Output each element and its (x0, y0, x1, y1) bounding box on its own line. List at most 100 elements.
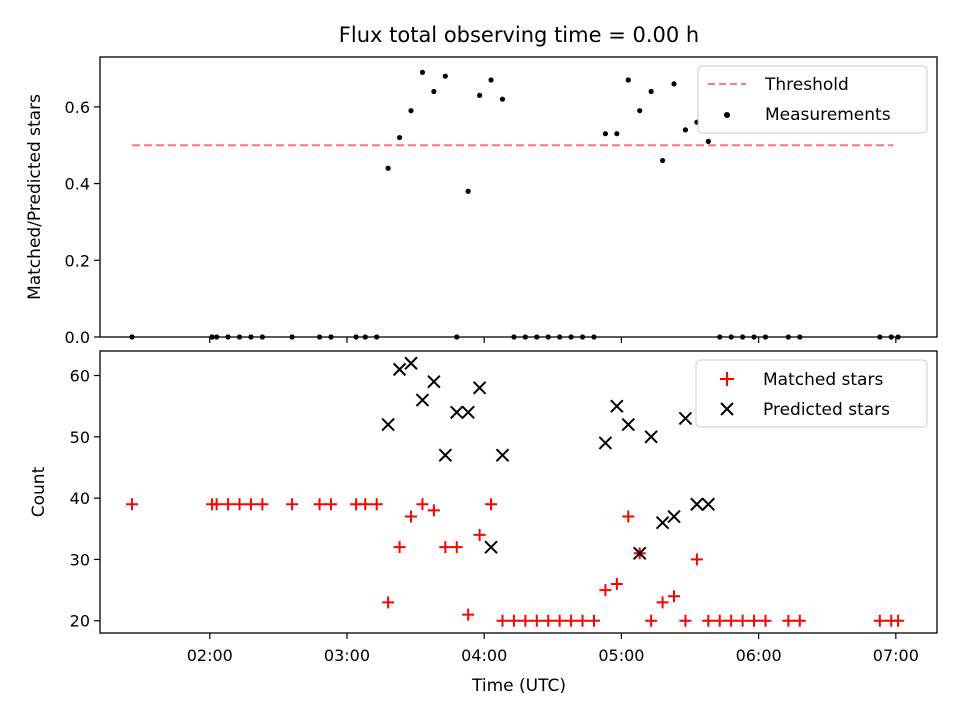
predicted-star-point (381, 417, 395, 432)
bottom-x-axis: 02:00 03:00 04:00 05:00 06:00 07:00 (187, 633, 919, 665)
bottom-x-tick-label: 03:00 (324, 646, 370, 665)
matched-star-point (324, 498, 337, 511)
matched-star-point (485, 498, 498, 511)
matched-star-point (553, 614, 566, 627)
measurement-point (602, 131, 609, 137)
measurement-point (408, 108, 414, 114)
matched-star-point (702, 614, 715, 627)
bottom-x-axis-label: Time (UTC) (471, 676, 566, 696)
bottom-plot-area (126, 356, 905, 627)
matched-star-point (370, 498, 383, 511)
predicted-star-point (404, 356, 418, 370)
matched-star-point (542, 614, 555, 627)
measurement-point (659, 157, 666, 164)
matched-star-point (313, 498, 326, 511)
top-axes-frame (99, 56, 938, 338)
matched-star-point (668, 590, 681, 603)
predicted-star-point (701, 497, 716, 511)
measurement-point (488, 77, 494, 83)
matched-star-point (713, 614, 726, 627)
top-y-tick-label: 0.6 (65, 98, 90, 117)
matched-star-point (736, 614, 749, 627)
matched-star-point (587, 614, 600, 627)
matched-star-point (473, 528, 486, 541)
top-x-axis (209, 337, 897, 343)
legend-measurements-label: Measurements (765, 105, 891, 125)
bottom-y-tick-label: 60 (70, 367, 90, 386)
matched-star-point (793, 614, 806, 627)
predicted-star-point (644, 430, 658, 444)
matched-star-point (450, 541, 463, 554)
legend-measurements-swatch (724, 112, 730, 118)
measurement-point (671, 81, 677, 87)
predicted-star-point (484, 540, 498, 554)
measurement-point (431, 88, 437, 95)
top-y-axis: 0.0 0.2 0.4 0.6 (65, 98, 100, 347)
bottom-y-tick-label: 20 (70, 612, 90, 631)
measurement-point (419, 69, 426, 75)
matched-star-point (622, 510, 635, 523)
matched-star-point (656, 596, 669, 609)
predicted-star-point (678, 411, 693, 426)
measurement-point (682, 127, 689, 133)
bottom-x-tick-label: 06:00 (736, 646, 782, 665)
legend-threshold-label: Threshold (764, 75, 849, 95)
predicted-star-point (495, 448, 510, 462)
bottom-y-tick-label: 50 (70, 428, 90, 447)
top-legend: Threshold Measurements (697, 65, 928, 134)
measurement-point (625, 77, 631, 83)
predicted-star-point (632, 546, 647, 561)
matched-star-point (610, 577, 623, 590)
matched-star-point (256, 498, 269, 511)
matched-star-point (782, 614, 795, 627)
predicted-star-point (461, 405, 475, 420)
measurement-point (705, 138, 711, 144)
bottom-x-tick-label: 07:00 (873, 646, 919, 665)
measurement-point (465, 188, 471, 194)
top-panel: 0.0 0.2 0.4 0.6 Matched/Predicted stars Thr… (25, 56, 938, 347)
measurement-point (477, 92, 483, 98)
matched-star-point (393, 541, 406, 554)
matched-star-point (565, 614, 578, 627)
measurement-point (442, 73, 448, 79)
measurement-point (648, 88, 654, 95)
matched-star-point (382, 596, 395, 609)
bottom-legend: Matched stars Predicted stars (695, 359, 928, 428)
matched-star-point (210, 498, 223, 511)
measurement-point (614, 131, 620, 137)
top-legend-box (697, 65, 928, 134)
predicted-star-point (427, 374, 441, 389)
predicted-star-point (415, 393, 430, 407)
matched-star-point (439, 541, 452, 554)
predicted-star-point (667, 509, 681, 524)
bottom-panel: 20 30 40 50 60 02:00 03:00 04:00 05:00 06:00 07:0… (29, 350, 938, 696)
legend-matched-label: Matched stars (763, 370, 883, 390)
measurement-point (396, 134, 403, 141)
bottom-y-tick-label: 40 (70, 489, 90, 508)
bottom-x-tick-label: 02:00 (187, 646, 233, 665)
matched-star-point (599, 584, 612, 597)
matched-star-point (892, 614, 905, 627)
predicted-star-point (472, 381, 487, 395)
matched-star-point (519, 614, 532, 627)
matched-star-point (576, 614, 589, 627)
legend-predicted-label: Predicted stars (763, 400, 890, 420)
matched-star-point (286, 498, 299, 511)
predicted-star-point (655, 515, 670, 530)
bottom-y-axis: 20 30 40 50 60 (70, 367, 100, 631)
matched-star-point (873, 614, 886, 627)
matched-star-point (222, 498, 235, 511)
matched-star-point (126, 498, 139, 511)
predicted-star-point (598, 436, 613, 450)
matched-star-point (530, 614, 543, 627)
bottom-y-tick-label: 30 (70, 550, 90, 569)
bottom-axes-frame (99, 350, 938, 634)
bottom-legend-box (695, 359, 928, 428)
matched-star-point (462, 608, 475, 621)
predicted-star-point (610, 399, 624, 413)
predicted-star-point (690, 497, 704, 511)
matched-star-point (645, 614, 658, 627)
bottom-x-tick-label: 05:00 (598, 646, 644, 665)
matched-star-point (427, 504, 440, 517)
matched-star-point (359, 498, 372, 511)
